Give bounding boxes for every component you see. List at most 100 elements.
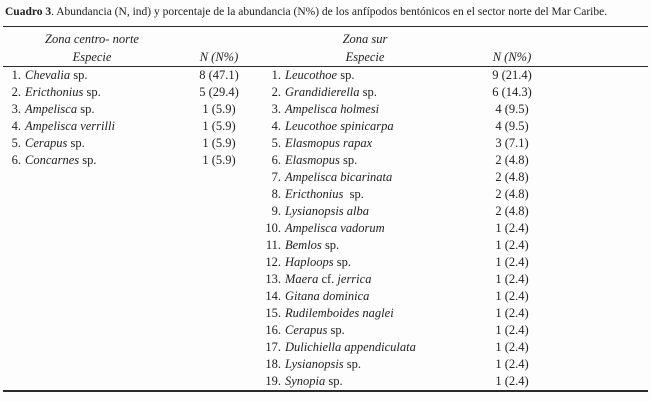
left-abundance-value: 5 (29.4) xyxy=(199,85,239,99)
spacer-cell xyxy=(551,101,648,118)
spacer-cell xyxy=(551,237,648,254)
species-name-part: sp. xyxy=(343,357,362,371)
species-name-part: sp. xyxy=(359,85,377,99)
right-abundance-value: 1 (2.4) xyxy=(495,306,529,320)
left-abundance-value xyxy=(181,322,257,339)
row-number: 5. xyxy=(11,136,21,150)
left-especie-header: Especie xyxy=(3,48,181,67)
row-number: 16. xyxy=(265,323,281,337)
right-species-cell: 16. Cerapus sp. xyxy=(257,322,473,339)
species-name-part: Leucothoe spinicarpa xyxy=(285,119,394,133)
left-species-cell xyxy=(3,271,181,288)
row-number: 6. xyxy=(11,153,21,167)
species-name-part: Lysianopsis alba xyxy=(285,204,370,218)
spacer-cell xyxy=(551,356,648,373)
right-especie-header: Especie xyxy=(257,48,473,67)
table-row: 16. Cerapus sp. 1 (2.4) xyxy=(3,322,648,339)
right-species-cell: 11. Bemlos sp. xyxy=(257,237,473,254)
spacer-cell xyxy=(551,152,648,169)
table-row: 7. Ampelisca bicarinata 2 (4.8) xyxy=(3,169,648,186)
species-name-part: Ericthonius xyxy=(25,85,84,99)
left-species-cell xyxy=(3,356,181,373)
right-species-cell: 1. Leucothoe sp. xyxy=(257,67,473,85)
right-abundance-value: 1 (2.4) xyxy=(495,289,529,303)
spacer-cell xyxy=(551,67,648,85)
left-species-cell xyxy=(3,373,181,391)
abundance-table: Zona centro- norte Zona sur Especie N (N… xyxy=(3,26,648,392)
species-name-part: sp. xyxy=(79,153,97,167)
right-species-cell: 2. Grandidierella sp. xyxy=(257,84,473,101)
table-row: 11. Bemlos sp. 1 (2.4) xyxy=(3,237,648,254)
caption-text: . Abundancia (N, ind) y porcentaje de la… xyxy=(51,6,608,18)
row-number: 2. xyxy=(271,85,281,99)
table-row: 13. Maera cf. jerrica 1 (2.4) xyxy=(3,271,648,288)
spacer-cell xyxy=(551,271,648,288)
species-name-part: Ampelisca verrilli xyxy=(25,119,115,133)
right-abundance-value: 1 (2.4) xyxy=(495,238,529,252)
right-abundance-value: 2 (4.8) xyxy=(495,153,529,167)
row-number: 3. xyxy=(271,102,281,116)
left-abundance-value: 1 (5.9) xyxy=(202,102,236,116)
species-name-part: sp. xyxy=(83,85,101,99)
right-abundance-value: 4 (9.5) xyxy=(495,119,529,133)
species-name-part: Rudilemboides naglei xyxy=(285,306,394,320)
species-name-part: Haploops xyxy=(285,255,334,269)
zone-header-row: Zona centro- norte Zona sur xyxy=(3,27,648,49)
right-abundance-value: 6 (14.3) xyxy=(492,85,532,99)
left-species-cell xyxy=(3,254,181,271)
left-species-cell xyxy=(3,169,181,186)
table-row: 3. Ampelisca sp. 1 (5.9) 3. Ampelisca holmes… xyxy=(3,101,648,118)
right-abundance-value: 1 (2.4) xyxy=(495,255,529,269)
left-abundance-value xyxy=(181,339,257,356)
row-number: 1. xyxy=(11,68,21,82)
caption-label: Cuadro 3 xyxy=(5,6,52,18)
table-row: 18. Lysianopsis sp. 1 (2.4) xyxy=(3,356,648,373)
left-abundance-value xyxy=(181,169,257,186)
table-row: 19. Synopia sp. 1 (2.4) xyxy=(3,373,648,391)
right-species-cell: 12. Haploops sp. xyxy=(257,254,473,271)
species-name-part: jerrica xyxy=(337,272,372,286)
spacer-cell xyxy=(181,27,257,49)
left-n-header: N (N%) xyxy=(181,48,257,67)
left-species-cell xyxy=(3,186,181,203)
species-name-part: sp. xyxy=(70,68,88,82)
row-number: 4. xyxy=(11,119,21,133)
column-header-row: Especie N (N%) Especie N (N%) xyxy=(3,48,648,67)
right-abundance-value: 4 (9.5) xyxy=(495,102,529,116)
spacer-cell xyxy=(551,373,648,391)
table-row: 5. Cerapus sp. 1 (5.9) 5. Elasmopus rapax 3 (… xyxy=(3,135,648,152)
left-abundance-value xyxy=(181,203,257,220)
species-name-part: Chevalia xyxy=(25,68,71,82)
spacer-cell xyxy=(551,254,648,271)
right-species-cell: 3. Ampelisca holmesi xyxy=(257,101,473,118)
spacer-cell xyxy=(551,339,648,356)
species-name-part: Ampelisca xyxy=(25,102,78,116)
right-abundance-value: 2 (4.8) xyxy=(495,170,529,184)
right-zone-header: Zona sur xyxy=(342,32,388,46)
right-abundance-value: 9 (21.4) xyxy=(492,68,532,82)
species-name-part: sp. xyxy=(67,136,85,150)
species-name-part: sp. xyxy=(337,68,355,82)
row-number: 3. xyxy=(11,102,21,116)
spacer-cell xyxy=(551,84,648,101)
left-species-cell xyxy=(3,237,181,254)
species-name-part: sp. xyxy=(339,153,358,167)
right-species-cell: 14. Gitana dominica xyxy=(257,288,473,305)
left-abundance-value xyxy=(181,356,257,373)
row-number: 2. xyxy=(11,85,21,99)
left-species-cell: 4. Ampelisca verrilli xyxy=(3,118,181,135)
right-species-cell: 6. Elasmopus sp. xyxy=(257,152,473,169)
species-name-part: Gitana dominica xyxy=(285,289,370,303)
left-abundance-value: 1 (5.9) xyxy=(202,153,236,167)
right-abundance-value: 3 (7.1) xyxy=(495,136,529,150)
right-n-header: N (N%) xyxy=(473,48,551,67)
right-species-cell: 9. Lysianopsis alba xyxy=(257,203,473,220)
row-number: 14. xyxy=(265,289,281,303)
row-number: 12. xyxy=(265,255,281,269)
spacer-cell xyxy=(551,288,648,305)
row-number: 13. xyxy=(265,272,281,286)
table-body: 1. Chevalia sp. 8 (47.1) 1. Leucothoe sp. 9 (… xyxy=(3,67,648,392)
left-species-cell: 2. Ericthonius sp. xyxy=(3,84,181,101)
row-number: 10. xyxy=(265,221,281,235)
